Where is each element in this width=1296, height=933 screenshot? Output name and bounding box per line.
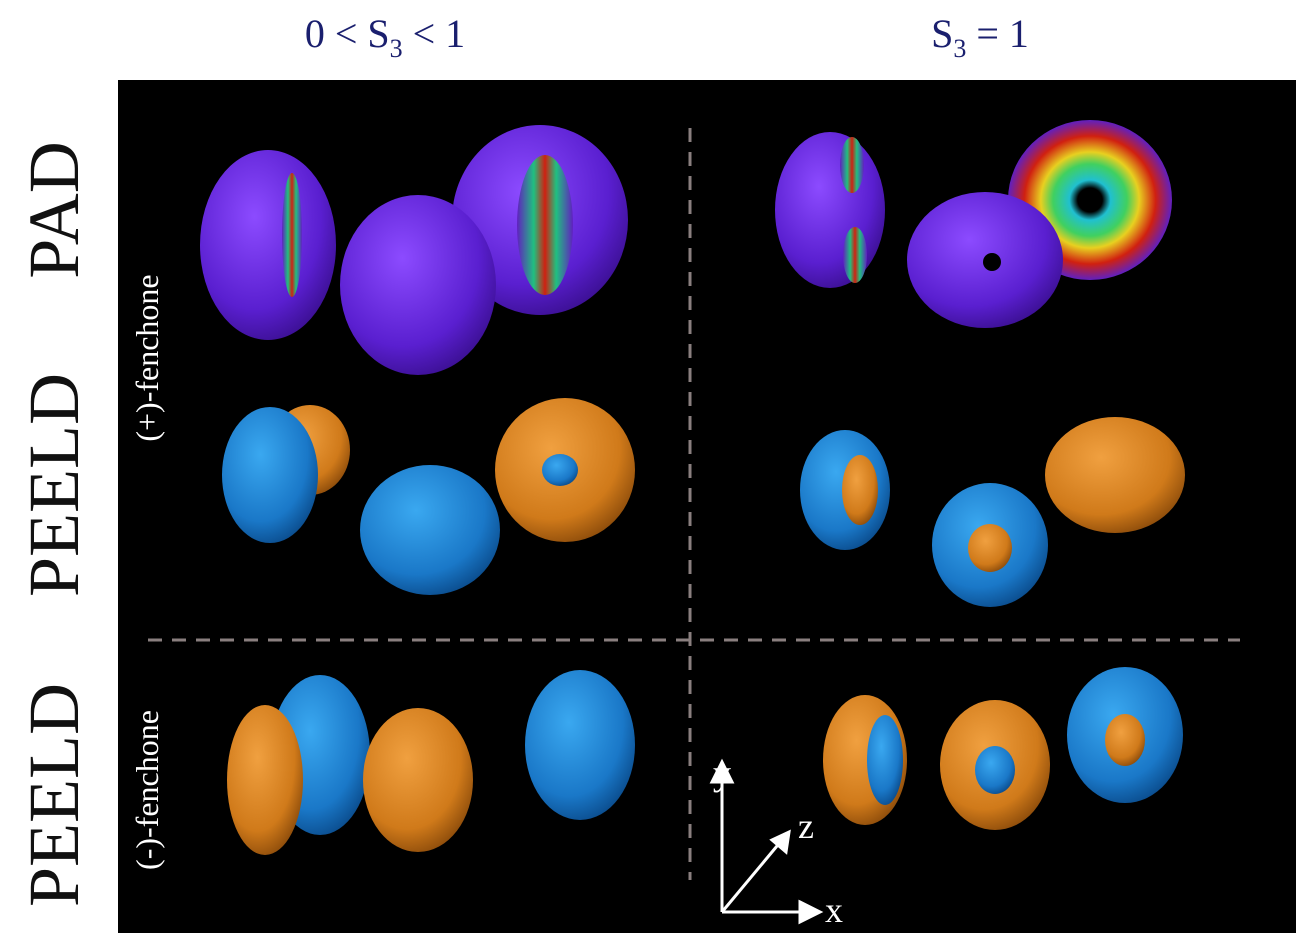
header-text: S [931,11,953,56]
header-text: = 1 [966,11,1029,56]
dividers [148,128,1240,880]
header-text: < 1 [403,11,466,56]
isosurface-slice [843,227,867,283]
molecule-label: (-)-fenchone [129,710,165,870]
isosurface [775,132,885,288]
isosurface-slice [840,137,864,193]
arrow-heads [709,758,824,925]
isosurface [360,465,500,595]
axes-indicator [709,758,824,925]
row-label: PEELD [14,373,94,597]
isosurface-slice [517,155,573,295]
isosurface [1105,714,1145,766]
column-header: S3 = 1 [931,11,1029,63]
header-subscript: 3 [953,34,966,63]
axis-label: y [713,753,731,793]
molecule-label: (+)-fenchone [129,274,165,441]
isosurface [1045,417,1185,533]
isosurface [842,455,878,525]
pad-renderings [200,120,1172,375]
isosurface [340,195,496,375]
row-label: PAD [14,141,94,278]
isosurface-slice [282,173,302,297]
isosurface-hole [983,253,1001,271]
header-subscript: 3 [390,34,403,63]
isosurface [525,670,635,820]
row-label: PEELD [14,683,94,907]
isosurface [867,715,903,805]
peeld-plus-renderings [222,398,1185,607]
isosurface [975,746,1015,794]
isosurface [968,524,1012,572]
peeld-minus-renderings [227,667,1183,855]
axis-arrow [720,839,784,913]
axis-label: x [825,890,843,930]
isosurface [227,705,303,855]
isosurface [200,150,336,340]
isosurface [222,407,318,543]
header-text: 0 < S [305,11,390,56]
column-header: 0 < S3 < 1 [305,11,465,63]
axis-label: z [798,806,814,846]
isosurface [363,708,473,852]
isosurface [542,454,578,486]
